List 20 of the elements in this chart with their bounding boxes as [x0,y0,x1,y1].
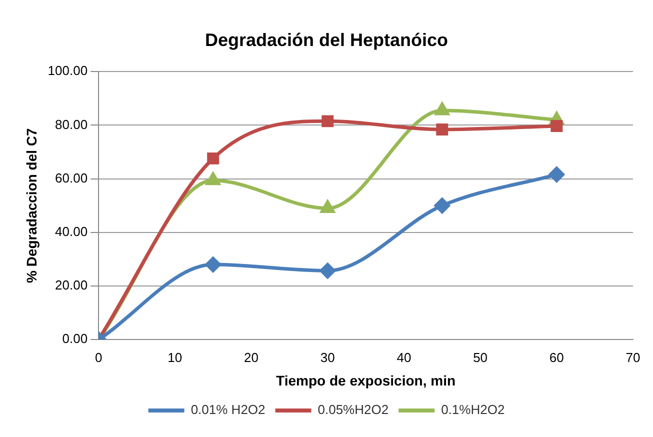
x-tick-label: 20 [244,350,258,365]
y-tick-label: 20.00 [55,278,88,293]
y-tick-label: 0.00 [62,331,88,346]
legend-label: 0.05%H2O2 [318,402,389,418]
legend-label: 0.01% H2O2 [190,402,266,418]
x-axis-title: Tiempo de exposicion, min [276,372,456,388]
x-tick-label: 40 [396,350,412,365]
x-tick-label: 10 [168,350,182,365]
x-tick-label: 0 [94,350,102,365]
y-axis-title: % Degradaccion del C7 [23,128,40,284]
x-tick-label: 50 [473,350,488,365]
x-tick-label: 30 [320,350,335,365]
y-tick-label: 60.00 [55,170,88,186]
x-tick-label: 60 [549,350,564,365]
y-tick-label: 40.00 [55,224,88,239]
x-tick-label: 70 [626,350,640,365]
y-tick-label: 80.00 [55,116,88,132]
y-tick-label: 100.00 [48,63,88,78]
chart-title: Degradación del Heptanóico [204,30,448,50]
legend-label: 0.1%H2O2 [441,402,505,418]
